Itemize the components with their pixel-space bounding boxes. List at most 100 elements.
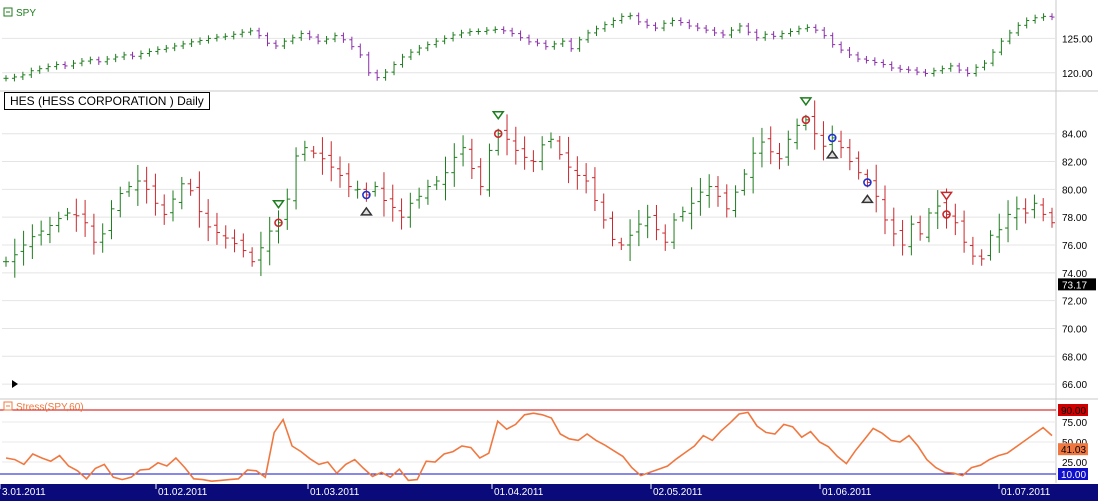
ohlc-bar <box>838 41 844 54</box>
ohlc-bar <box>459 29 465 39</box>
ohlc-bar <box>863 55 869 64</box>
ohlc-bar <box>1015 22 1021 36</box>
ohlc-bar <box>873 164 880 213</box>
ohlc-bar <box>745 22 751 36</box>
last-stress-badge <box>1058 443 1088 456</box>
ohlc-bar <box>982 60 988 71</box>
ohlc-bar <box>661 20 667 32</box>
spy-pane-header[interactable]: SPY <box>3 7 36 19</box>
ohlc-bar <box>407 192 414 228</box>
price-tick-label: 120.00 <box>1062 69 1093 80</box>
stress-pane-header[interactable]: Stress(SPY,60) <box>3 401 84 413</box>
price-tick-label: 72.00 <box>1062 297 1087 308</box>
ohlc-bar <box>240 233 247 258</box>
ohlc-bar <box>574 156 581 190</box>
ohlc-bar <box>475 28 481 35</box>
ohlc-bar <box>383 69 389 81</box>
ohlc-bar <box>881 185 888 235</box>
ohlc-bar <box>450 31 456 42</box>
ohlc-bar <box>678 17 684 26</box>
ohlc-bar <box>987 230 994 261</box>
ohlc-bar <box>889 61 895 72</box>
ohlc-bar <box>155 46 161 55</box>
ohlc-bar <box>354 180 361 199</box>
ohlc-bar <box>486 143 493 197</box>
ohlc-bar <box>11 238 18 278</box>
sell-triangle-marker <box>940 191 953 201</box>
ohlc-bar <box>222 225 229 249</box>
ohlc-bar <box>846 138 853 171</box>
ohlc-bar <box>978 249 985 266</box>
ohlc-bar <box>758 127 765 168</box>
ohlc-bar <box>1041 13 1047 21</box>
hes-pane-label: HES (HESS CORPORATION ) Daily <box>4 92 210 110</box>
ohlc-bar <box>121 51 127 61</box>
ohlc-bar <box>1013 196 1020 231</box>
ohlc-bar <box>720 29 726 39</box>
signal-circle-marker <box>942 210 951 219</box>
ohlc-bar <box>635 209 642 247</box>
ohlc-bar <box>1049 207 1055 228</box>
ohlc-bar <box>37 65 43 74</box>
ohlc-bar <box>248 27 254 36</box>
buy-triangle-marker <box>359 206 373 216</box>
date-axis[interactable]: 3.01.2011 01.02.2011 01.03.2011 01.04.2011 0… <box>0 484 1098 501</box>
ohlc-bar <box>1049 13 1055 21</box>
buy-triangle-marker <box>860 194 874 204</box>
ohlc-bar <box>679 206 686 222</box>
ohlc-bar <box>87 56 93 65</box>
last-price-badge <box>1058 278 1096 291</box>
ohlc-bar <box>273 40 279 50</box>
sell-triangle-marker <box>491 110 505 121</box>
ohlc-bar <box>249 247 256 267</box>
ohlc-bar <box>79 58 85 67</box>
ohlc-bar <box>952 203 959 236</box>
ohlc-bar <box>785 130 792 166</box>
ohlc-bar <box>265 32 270 47</box>
ohlc-bar <box>518 30 524 41</box>
ohlc-bar <box>706 174 713 208</box>
ohlc-bar <box>467 28 473 36</box>
ohlc-bar <box>961 210 968 253</box>
ohlc-bar <box>714 176 721 207</box>
ohlc-bar <box>29 224 36 260</box>
ohlc-bar <box>266 216 273 266</box>
ohlc-bar <box>433 176 440 190</box>
ohlc-bar <box>366 51 372 76</box>
ohlc-bar <box>337 156 344 188</box>
ohlc-bar <box>20 71 26 81</box>
ohlc-bar <box>771 31 777 40</box>
ohlc-bar <box>897 64 903 73</box>
date-tick-label: 3.01.2011 <box>2 487 46 498</box>
ohlc-bar <box>779 30 785 40</box>
grid <box>0 0 1098 483</box>
ohlc-bar <box>315 33 321 45</box>
signal-circle-marker <box>493 129 503 139</box>
spy-pane <box>3 12 1055 82</box>
ohlc-bar <box>521 136 528 170</box>
ohlc-bar <box>925 208 932 243</box>
play-arrow-icon[interactable] <box>12 380 18 388</box>
ohlc-bar <box>948 62 954 72</box>
ohlc-bar <box>492 26 498 34</box>
date-tick-label: 01.07.2011 <box>1001 487 1051 498</box>
lower-level-label: 10.00 <box>1061 470 1086 481</box>
ohlc-bar <box>556 135 563 160</box>
ohlc-bar <box>64 208 71 221</box>
ohlc-bar <box>62 61 68 70</box>
stress-tick-label: 75.00 <box>1062 418 1087 429</box>
ohlc-bar <box>477 158 484 196</box>
ohlc-bar <box>996 213 1003 253</box>
date-tick-label: 01.03.2011 <box>310 487 360 498</box>
ohlc-bar <box>425 41 431 52</box>
ohlc-bar <box>788 28 793 37</box>
ohlc-bar <box>189 38 195 47</box>
ohlc-bar <box>130 51 136 60</box>
date-tick-label: 01.02.2011 <box>158 487 208 498</box>
ohlc-bar <box>610 17 616 28</box>
ohlc-bar <box>1031 194 1038 219</box>
ohlc-bar <box>934 190 941 230</box>
ohlc-bar <box>222 33 228 41</box>
ohlc-bar <box>307 30 313 41</box>
date-tick-label: 01.04.2011 <box>494 487 544 498</box>
